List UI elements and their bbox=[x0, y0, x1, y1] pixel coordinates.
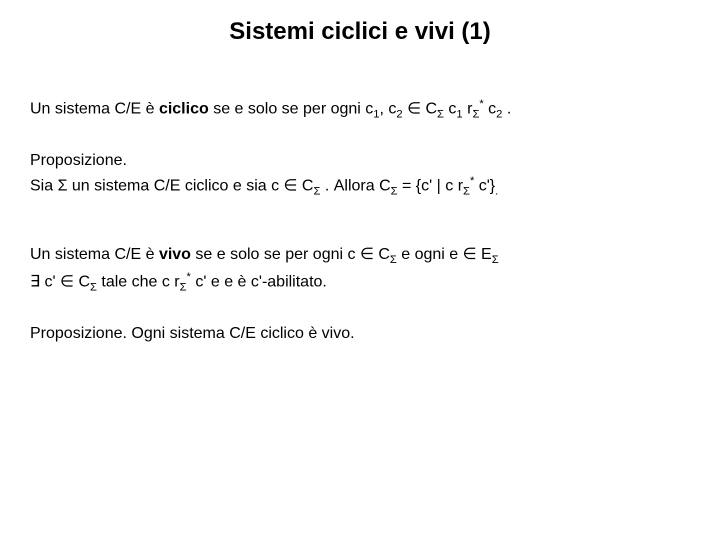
text: ∃ c' ∈ C bbox=[30, 273, 90, 290]
sub: Σ bbox=[437, 109, 444, 121]
text: Sia Σ un sistema C/E ciclico e sia c ∈ C bbox=[30, 178, 313, 195]
text: . Allora C bbox=[320, 178, 390, 195]
paragraph-proposizione-2: Proposizione. Ogni sistema C/E ciclico è… bbox=[30, 322, 690, 346]
text: ∈ C bbox=[403, 100, 437, 117]
text: se e solo se per ogni c ∈ C bbox=[191, 246, 390, 263]
text: , c bbox=[380, 100, 397, 117]
text: c'} bbox=[474, 178, 495, 195]
text: = {c' | c r bbox=[398, 178, 463, 195]
text: c bbox=[444, 100, 456, 117]
paragraph-proposizione-1: Proposizione. Sia Σ un sistema C/E cicli… bbox=[30, 149, 690, 200]
bold-vivo: vivo bbox=[159, 246, 191, 263]
text: . bbox=[502, 100, 511, 117]
sub: Σ bbox=[90, 281, 97, 293]
sub: Σ bbox=[472, 109, 479, 121]
sub: Σ bbox=[463, 186, 470, 198]
paragraph-ciclico-def: Un sistema C/E è ciclico se e solo se pe… bbox=[30, 96, 690, 123]
slide-title: Sistemi ciclici e vivi (1) bbox=[30, 18, 690, 46]
text: Proposizione. Ogni sistema C/E ciclico è… bbox=[30, 325, 355, 342]
text: c bbox=[484, 100, 496, 117]
text: Proposizione. bbox=[30, 152, 127, 169]
bold-ciclico: ciclico bbox=[159, 100, 209, 117]
paragraph-vivo-def: Un sistema C/E è vivo se e solo se per o… bbox=[30, 243, 690, 296]
sub: . bbox=[495, 186, 498, 198]
slide: Sistemi ciclici e vivi (1) Un sistema C/… bbox=[0, 0, 720, 402]
text: Un sistema C/E è bbox=[30, 100, 159, 117]
text: r bbox=[463, 100, 473, 117]
text: se e solo se per ogni c bbox=[209, 100, 374, 117]
text: e ogni e ∈ E bbox=[397, 246, 492, 263]
sub: Σ bbox=[390, 254, 397, 266]
sub: Σ bbox=[180, 281, 187, 293]
text: Un sistema C/E è bbox=[30, 246, 159, 263]
text: tale che c r bbox=[97, 273, 180, 290]
sub: Σ bbox=[391, 186, 398, 198]
sub: Σ bbox=[492, 254, 499, 266]
text: c' e e è c'-abilitato. bbox=[191, 273, 327, 290]
